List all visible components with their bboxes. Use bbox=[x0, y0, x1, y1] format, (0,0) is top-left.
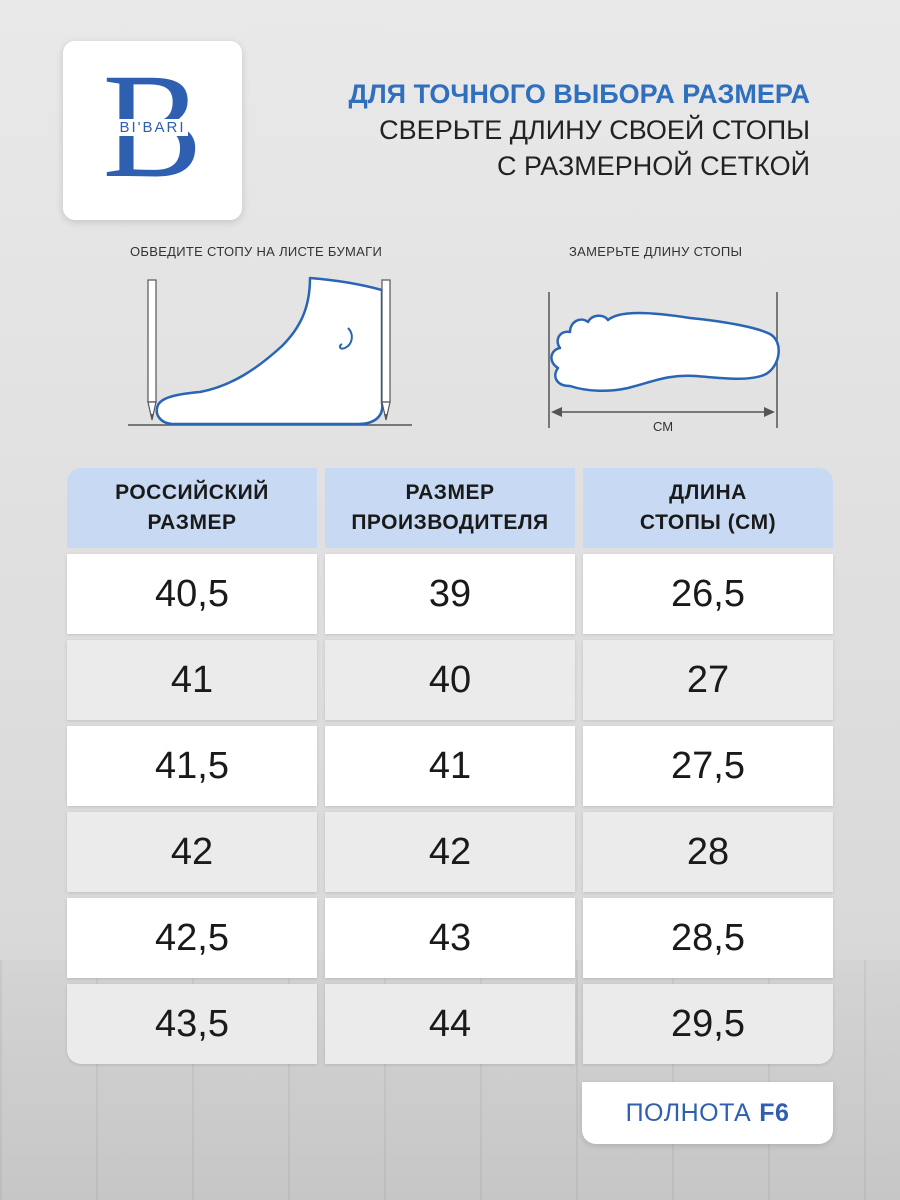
header-russian-size-line1: РОССИЙСКИЙ bbox=[115, 481, 269, 504]
measure-arrow bbox=[551, 407, 775, 417]
russian-size-cell: 42 bbox=[67, 812, 317, 892]
manufacturer-size-cell: 39 bbox=[325, 554, 575, 634]
manufacturer-size-cell: 42 bbox=[325, 812, 575, 892]
ankle-mark bbox=[338, 327, 353, 350]
fullness-value: F6 bbox=[759, 1098, 790, 1127]
table-row: 41 40 27 bbox=[67, 640, 833, 720]
header-foot-length: ДЛИНА СТОПЫ (СМ) bbox=[583, 468, 833, 548]
foot-side-outline bbox=[155, 276, 384, 426]
header-manufacturer-size-line1: РАЗМЕР bbox=[405, 481, 495, 504]
measure-foot-caption: ЗАМЕРЬТЕ ДЛИНУ СТОПЫ bbox=[569, 244, 743, 259]
foot-top-outline bbox=[550, 311, 780, 392]
table-row: 42 42 28 bbox=[67, 812, 833, 892]
trace-foot-caption: ОБВЕДИТЕ СТОПУ НА ЛИСТЕ БУМАГИ bbox=[130, 244, 383, 259]
left-pencil-icon bbox=[147, 279, 157, 421]
header-russian-size-line2: РАЗМЕР bbox=[147, 511, 237, 534]
header-foot-length-line1: ДЛИНА bbox=[669, 481, 747, 504]
russian-size-cell: 40,5 bbox=[67, 554, 317, 634]
trace-foot-illustration bbox=[128, 276, 412, 426]
header-manufacturer-size: РАЗМЕР ПРОИЗВОДИТЕЛЯ bbox=[325, 468, 575, 548]
fullness-badge: ПОЛНОТА F6 bbox=[582, 1082, 833, 1144]
manufacturer-size-cell: 40 bbox=[325, 640, 575, 720]
foot-length-cell: 27,5 bbox=[583, 726, 833, 806]
manufacturer-size-cell: 43 bbox=[325, 898, 575, 978]
foot-length-cell: 26,5 bbox=[583, 554, 833, 634]
header-manufacturer-size-line2: ПРОИЗВОДИТЕЛЯ bbox=[351, 511, 549, 534]
headline-title: ДЛЯ ТОЧНОГО ВЫБОРА РАЗМЕРА bbox=[348, 79, 811, 109]
foot-length-cell: 28 bbox=[583, 812, 833, 892]
russian-size-cell: 41 bbox=[67, 640, 317, 720]
logo-text-label: BI'BARI bbox=[117, 119, 188, 136]
measure-foot-illustration: СМ bbox=[548, 292, 780, 434]
headline-subtitle-2: С РАЗМЕРНОЙ СЕТКОЙ bbox=[497, 151, 810, 181]
header-russian-size: РОССИЙСКИЙ РАЗМЕР bbox=[67, 468, 317, 548]
table-row: 40,5 39 26,5 bbox=[67, 554, 833, 634]
manufacturer-size-cell: 44 bbox=[325, 984, 575, 1064]
header-foot-length-line2: СТОПЫ (СМ) bbox=[639, 511, 777, 534]
manufacturer-size-cell: 41 bbox=[325, 726, 575, 806]
brand-logo: B BI'BARI bbox=[63, 41, 242, 220]
russian-size-cell: 41,5 bbox=[67, 726, 317, 806]
unit-label: СМ bbox=[653, 419, 673, 434]
foot-length-cell: 29,5 bbox=[583, 984, 833, 1064]
foot-length-cell: 28,5 bbox=[583, 898, 833, 978]
size-table: РОССИЙСКИЙ РАЗМЕР РАЗМЕР ПРОИЗВОДИТЕЛЯ ДЛИ… bbox=[67, 468, 833, 1070]
table-row: 42,5 43 28,5 bbox=[67, 898, 833, 978]
table-row: 41,5 41 27,5 bbox=[67, 726, 833, 806]
foot-length-cell: 27 bbox=[583, 640, 833, 720]
table-header-row: РОССИЙСКИЙ РАЗМЕР РАЗМЕР ПРОИЗВОДИТЕЛЯ ДЛИ… bbox=[67, 468, 833, 548]
russian-size-cell: 43,5 bbox=[67, 984, 317, 1064]
headline-subtitle-1: СВЕРЬТЕ ДЛИНУ СВОЕЙ СТОПЫ bbox=[379, 115, 810, 145]
fullness-label: ПОЛНОТА bbox=[625, 1098, 752, 1127]
right-pencil-icon bbox=[381, 279, 391, 421]
table-row: 43,5 44 29,5 bbox=[67, 984, 833, 1064]
headline: ДЛЯ ТОЧНОГО ВЫБОРА РАЗМЕРА СВЕРЬТЕ ДЛИНУ… bbox=[349, 76, 811, 184]
russian-size-cell: 42,5 bbox=[67, 898, 317, 978]
logo-text: BI'BARI bbox=[63, 119, 242, 136]
